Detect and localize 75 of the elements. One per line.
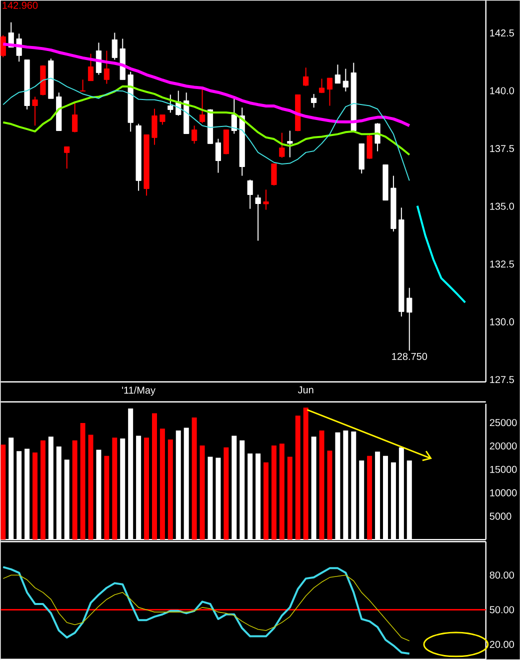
candlestick [0, 34, 6, 58]
bar [319, 430, 324, 540]
y-tick-label: 20.00 [490, 640, 514, 648]
candlestick [231, 98, 237, 134]
y-tick-label: 127.5 [490, 376, 514, 384]
bar [168, 439, 173, 540]
y-tick-label: 15000 [490, 466, 517, 473]
y-tick-label: 80.00 [490, 572, 514, 579]
bar [0, 444, 6, 540]
y-tick-label: 20000 [490, 442, 517, 450]
bar [104, 456, 109, 540]
candlestick [334, 64, 340, 84]
bar [263, 462, 268, 540]
line-series [2, 78, 410, 182]
bar [88, 434, 94, 540]
bar [80, 423, 86, 540]
x-tick-label: '11/May [122, 386, 156, 396]
x-tick-label: Jun [298, 386, 313, 394]
candlestick [199, 88, 205, 124]
y-tick-label: 130.0 [490, 318, 514, 326]
candlestick [286, 130, 292, 158]
bar [287, 456, 292, 540]
y-tick-label: 142.5 [490, 29, 514, 36]
candlestick [32, 96, 38, 126]
annotation: 128.750 [392, 352, 427, 360]
bar [160, 428, 165, 540]
bar [72, 440, 78, 540]
candlestick [318, 78, 324, 94]
candlestick [374, 122, 380, 152]
candlestick [326, 78, 332, 106]
candlestick [255, 194, 261, 242]
y-tick-label: 135.0 [490, 202, 514, 210]
annotation: 142.960 [2, 2, 38, 9]
candlestick [64, 146, 70, 170]
candlestick [278, 132, 285, 158]
candlestick [247, 179, 253, 210]
bar [112, 438, 117, 540]
line-series [416, 204, 466, 304]
candlestick [302, 67, 308, 87]
candlestick [72, 102, 78, 133]
candlestick [151, 108, 158, 146]
bar [192, 417, 197, 540]
y-tick-label: 132.5 [490, 260, 514, 268]
candlestick [406, 287, 412, 352]
candlestick [80, 79, 86, 92]
y-tick-label: 25000 [490, 419, 517, 426]
candlestick [112, 32, 118, 60]
y-tick-label: 50.00 [490, 606, 514, 614]
bar [40, 440, 46, 540]
bar [223, 447, 228, 540]
bar [32, 452, 38, 540]
y-tick-label: 10000 [490, 489, 517, 496]
bar [303, 408, 308, 540]
candlestick [366, 134, 372, 160]
y-tick-label: 5000 [490, 512, 511, 520]
bar [152, 413, 157, 540]
bar [271, 446, 276, 540]
candlestick [215, 138, 221, 174]
candlestick [159, 114, 166, 126]
candlestick [342, 68, 348, 92]
candlestick [104, 50, 110, 84]
bar [366, 456, 372, 540]
candlestick [262, 189, 269, 210]
candlestick [270, 163, 277, 186]
candlestick [191, 125, 197, 144]
y-tick-label: 140.0 [490, 87, 514, 94]
bar [200, 446, 205, 540]
candlestick [310, 93, 316, 108]
bar [279, 444, 284, 540]
bar [327, 450, 332, 540]
bar [295, 416, 300, 540]
candlestick [167, 94, 173, 114]
y-tick-label: 137.5 [490, 144, 514, 152]
candlestick [88, 53, 94, 82]
bar [144, 438, 149, 540]
